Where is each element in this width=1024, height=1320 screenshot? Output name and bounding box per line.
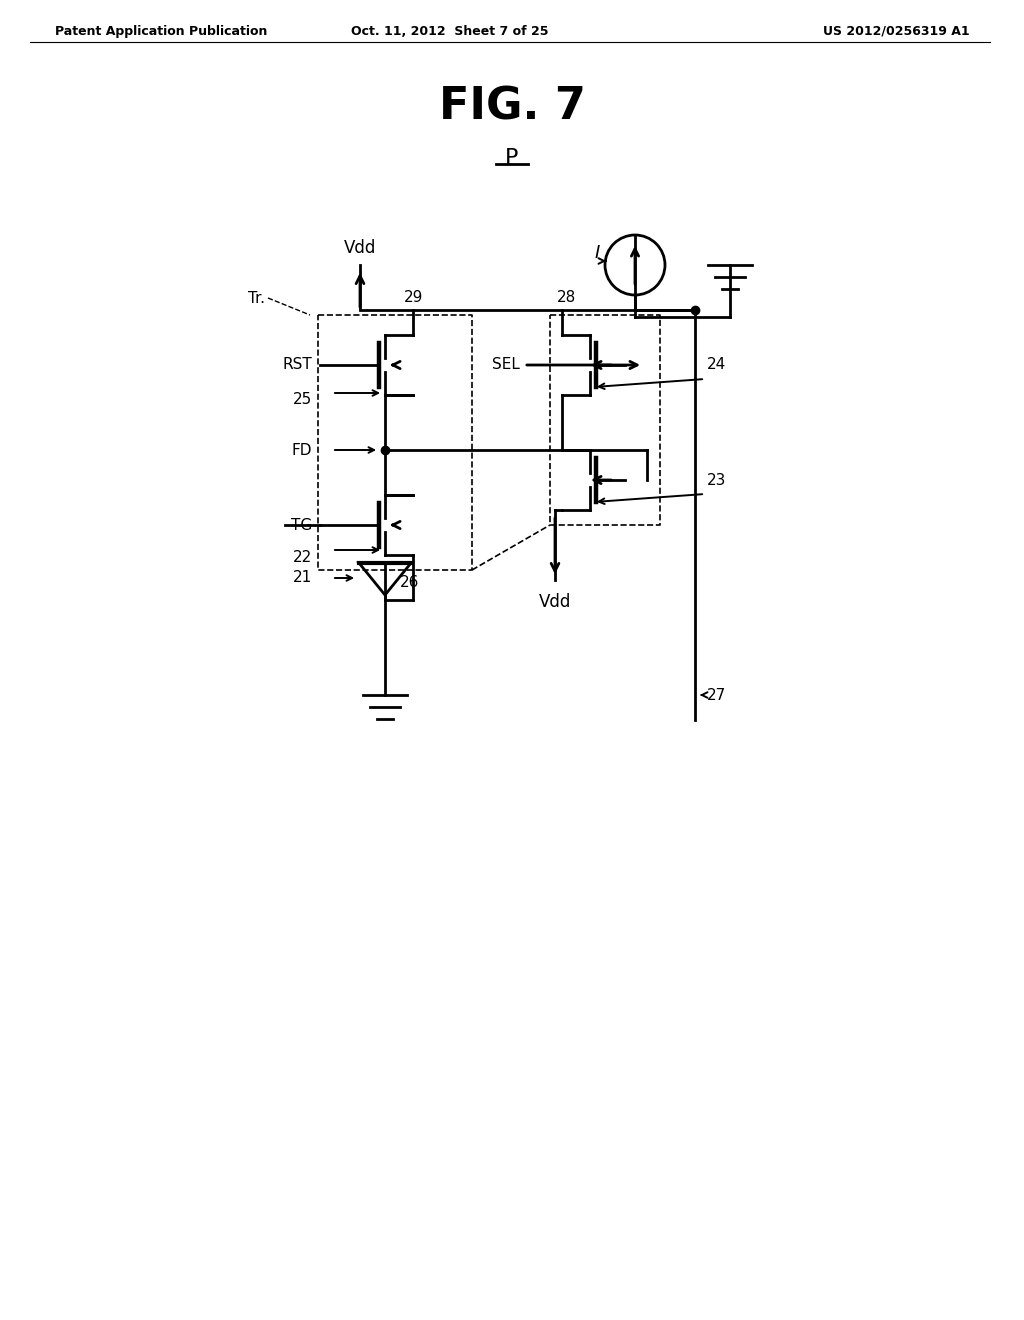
- Text: Vdd: Vdd: [539, 593, 571, 611]
- Text: 25: 25: [293, 392, 312, 408]
- Text: FIG. 7: FIG. 7: [438, 84, 586, 128]
- Text: Vdd: Vdd: [344, 239, 376, 257]
- Text: 22: 22: [293, 550, 312, 565]
- Text: 28: 28: [556, 290, 575, 305]
- Text: I: I: [595, 244, 600, 261]
- Text: 24: 24: [707, 358, 726, 372]
- Text: SEL: SEL: [493, 358, 520, 372]
- Text: US 2012/0256319 A1: US 2012/0256319 A1: [823, 25, 970, 38]
- Text: 23: 23: [707, 473, 726, 487]
- Text: 21: 21: [293, 570, 312, 586]
- Text: Oct. 11, 2012  Sheet 7 of 25: Oct. 11, 2012 Sheet 7 of 25: [351, 25, 549, 38]
- Text: TG: TG: [291, 517, 312, 532]
- Text: FD: FD: [292, 442, 312, 458]
- Text: 27: 27: [707, 688, 726, 702]
- Text: Patent Application Publication: Patent Application Publication: [55, 25, 267, 38]
- Text: 29: 29: [404, 290, 424, 305]
- Text: Tr.: Tr.: [248, 290, 265, 305]
- Text: 26: 26: [400, 576, 420, 590]
- Text: P: P: [505, 148, 519, 168]
- Text: RST: RST: [283, 358, 312, 372]
